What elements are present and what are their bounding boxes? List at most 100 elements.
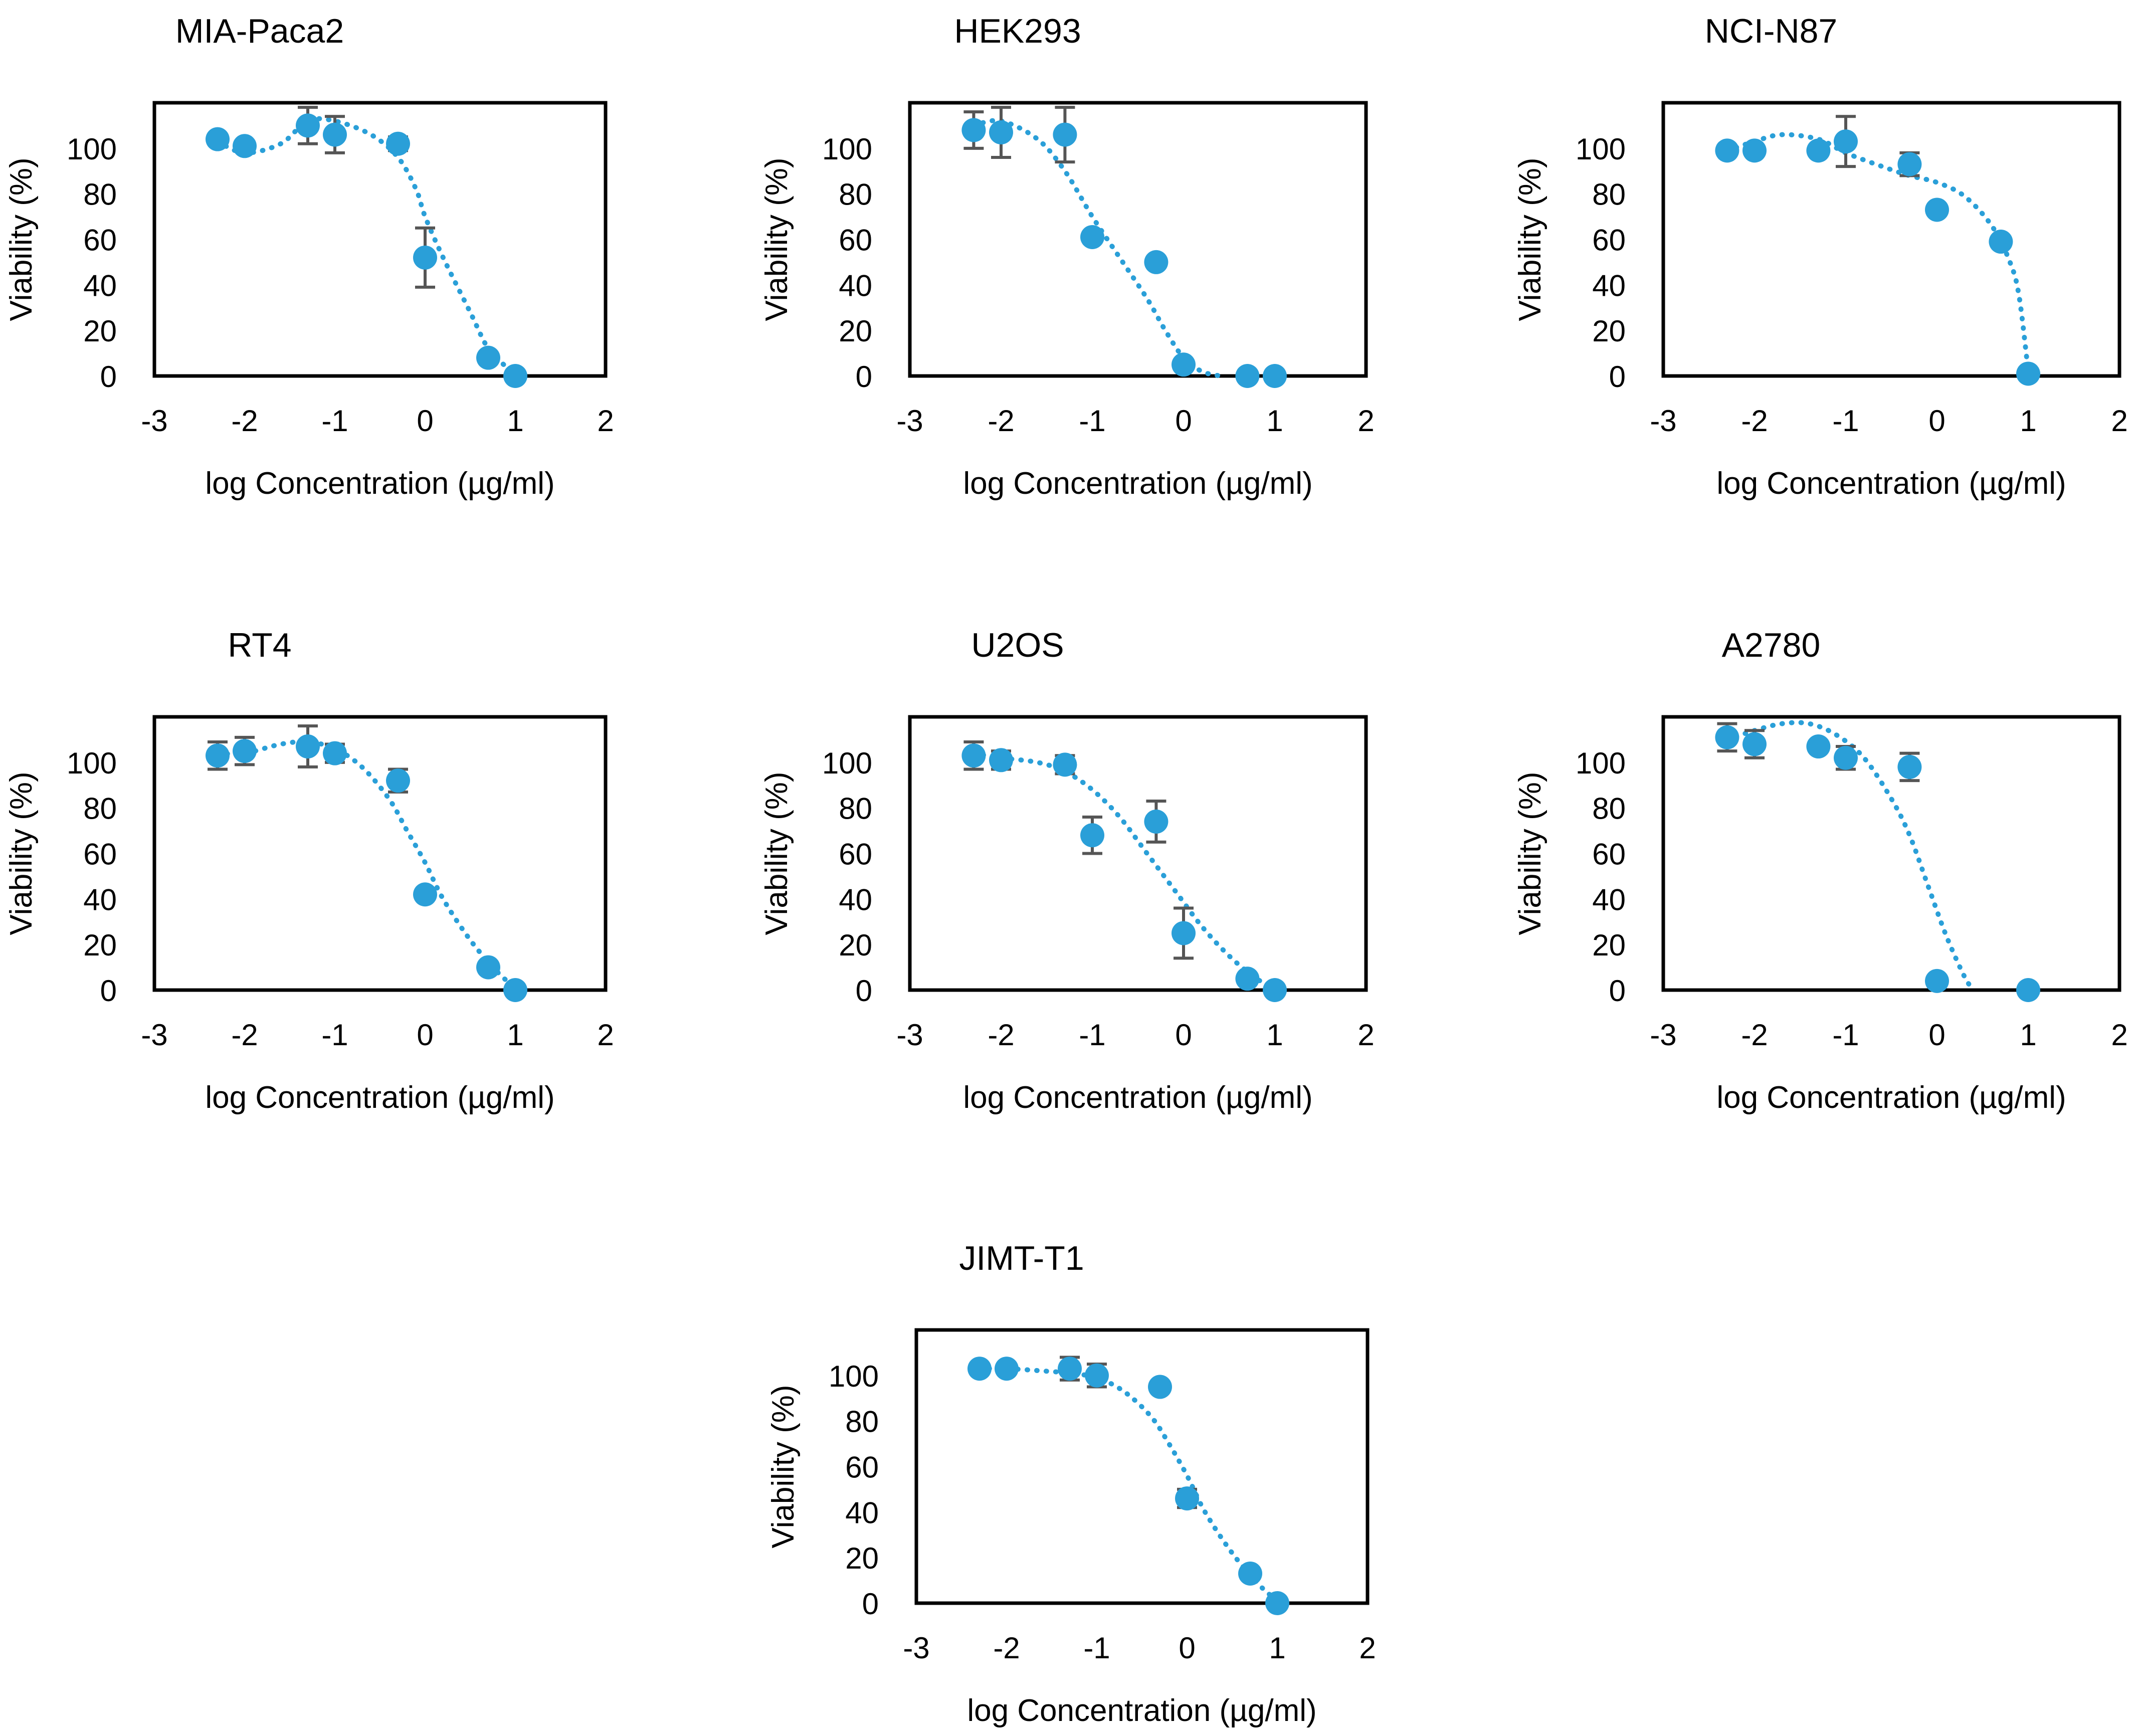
data-point [1834, 745, 1858, 770]
x-tick-label: -1 [1079, 1018, 1105, 1052]
data-point [323, 741, 347, 765]
y-tick-label: 40 [839, 269, 872, 302]
y-tick-label: 100 [829, 1360, 879, 1393]
y-tick-label: 100 [67, 132, 117, 166]
y-tick-label: 40 [83, 269, 117, 302]
data-point [2016, 361, 2040, 386]
y-tick-label: 40 [839, 883, 872, 916]
y-tick-label: 100 [1576, 746, 1626, 780]
data-point [1715, 725, 1739, 749]
y-tick-label: 80 [839, 792, 872, 826]
x-tick-label: 0 [1175, 404, 1192, 438]
x-tick-label: 0 [1928, 1018, 1945, 1052]
x-tick-label: -3 [141, 1018, 167, 1052]
x-tick-label: 2 [2111, 1018, 2127, 1052]
x-tick-label: 0 [1928, 404, 1945, 438]
fit-curve [1724, 132, 2031, 374]
data-point [1925, 198, 1949, 222]
data-point [1897, 152, 1922, 176]
fit-curve [215, 116, 518, 376]
y-tick-label: 20 [1592, 314, 1626, 348]
x-tick-label: -2 [231, 404, 258, 438]
y-tick-label: 40 [845, 1496, 879, 1529]
data-point [1144, 250, 1169, 274]
y-tick-label: 60 [845, 1451, 879, 1484]
x-tick-label: -3 [1650, 404, 1676, 438]
y-tick-label: 60 [83, 224, 117, 257]
data-point [1148, 1375, 1172, 1399]
data-point [296, 734, 320, 759]
plot-frame [908, 101, 1368, 378]
x-tick-label: -1 [1079, 404, 1105, 438]
data-point [1263, 364, 1287, 388]
x-tick-label: 1 [1269, 1631, 1285, 1665]
data-point [1742, 138, 1767, 163]
x-tick-label: 2 [2111, 404, 2127, 438]
y-tick-label: 80 [1592, 792, 1626, 826]
y-tick-label: 100 [822, 746, 872, 780]
fit-curve [1724, 720, 1976, 993]
y-tick-label: 40 [1592, 269, 1626, 302]
x-tick-label: 2 [1359, 1631, 1376, 1665]
data-point [1172, 921, 1196, 945]
data-point [1144, 809, 1169, 834]
y-tick-label: 60 [839, 838, 872, 871]
x-tick-label: 2 [1357, 1018, 1374, 1052]
y-tick-label: 80 [1592, 178, 1626, 212]
data-point [1053, 122, 1077, 147]
x-tick-label: -1 [1832, 1018, 1859, 1052]
data-point [967, 1357, 992, 1381]
x-tick-label: -3 [1650, 1018, 1676, 1052]
x-tick-label: 1 [2020, 404, 2036, 438]
data-point [1715, 138, 1739, 163]
data-point [1806, 138, 1831, 163]
y-tick-label: 20 [83, 928, 117, 962]
data-point [1085, 1363, 1109, 1388]
y-axis-label: Viability (%) [759, 771, 794, 935]
y-tick-label: 80 [83, 178, 117, 212]
x-tick-label: -1 [321, 1018, 348, 1052]
y-tick-label: 20 [839, 928, 872, 962]
data-point [206, 743, 230, 768]
data-point [1053, 752, 1077, 777]
data-point [989, 120, 1013, 145]
y-tick-label: 80 [83, 792, 117, 826]
y-axis-label: Viability (%) [1513, 157, 1547, 321]
y-tick-label: 0 [100, 360, 117, 394]
x-tick-label: 0 [1179, 1631, 1195, 1665]
y-tick-label: 60 [839, 224, 872, 257]
plot-frame [1661, 101, 2121, 378]
plot-frame [152, 715, 608, 992]
x-tick-label: 1 [507, 1018, 523, 1052]
panel-title: JIMT-T1 [959, 1239, 1084, 1277]
x-tick-label: -2 [988, 1018, 1014, 1052]
plot-frame [908, 715, 1368, 992]
y-axis-label: Viability (%) [1513, 771, 1547, 935]
x-axis-label: log Concentration (µg/ml) [1716, 1080, 2066, 1115]
x-tick-label: 0 [1175, 1018, 1192, 1052]
data-point [413, 245, 437, 270]
y-tick-label: 0 [1609, 974, 1626, 1008]
y-tick-label: 60 [1592, 838, 1626, 871]
y-tick-label: 80 [845, 1405, 879, 1439]
data-point [233, 134, 257, 158]
data-point [323, 122, 347, 147]
data-point [1897, 754, 1922, 779]
x-axis-label: log Concentration (µg/ml) [205, 466, 554, 501]
y-tick-label: 0 [1609, 360, 1626, 394]
x-tick-label: 0 [417, 404, 433, 438]
y-tick-label: 60 [83, 838, 117, 871]
x-tick-label: 1 [507, 404, 523, 438]
data-point [296, 113, 320, 138]
x-tick-label: -2 [993, 1631, 1020, 1665]
data-point [961, 743, 986, 768]
data-point [989, 748, 1013, 773]
panel-title: A2780 [1722, 626, 1821, 664]
fit-curve [215, 739, 518, 991]
x-tick-label: -2 [988, 404, 1014, 438]
plot-frame [914, 1328, 1370, 1605]
data-point [1172, 352, 1196, 377]
data-point [413, 882, 437, 907]
y-tick-label: 0 [862, 1587, 879, 1621]
